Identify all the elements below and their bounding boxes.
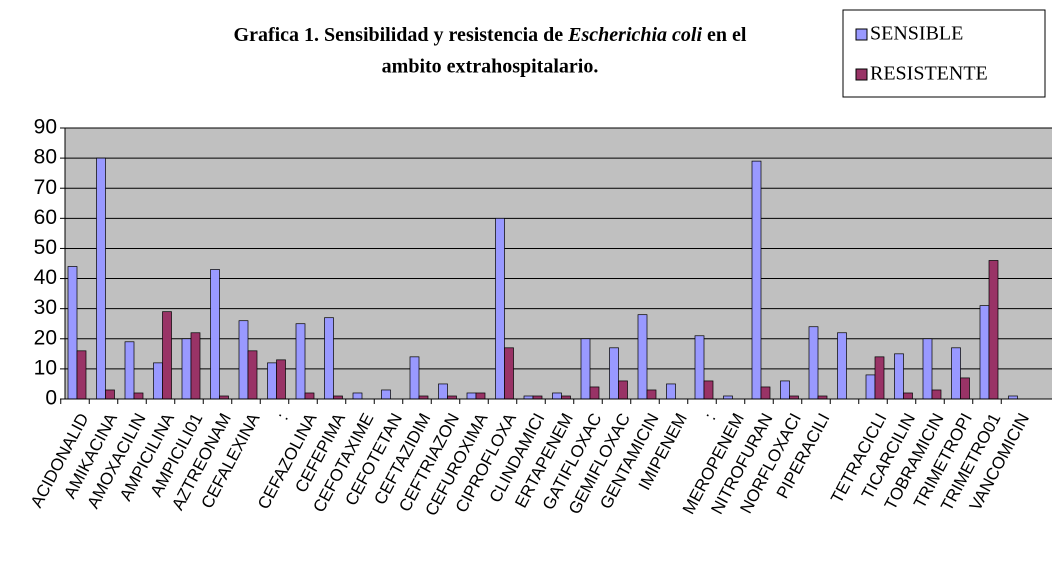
bar (181, 338, 192, 400)
bar (646, 389, 657, 400)
bar (162, 311, 172, 400)
y-tick-label: 80 (34, 146, 57, 169)
bar (466, 392, 477, 400)
bar (96, 157, 106, 400)
bar (988, 260, 999, 400)
bar (304, 392, 315, 400)
bar (618, 380, 628, 400)
bar (666, 383, 676, 400)
chart-title: ambito extrahospitalario. (382, 56, 599, 78)
bar (931, 389, 942, 400)
bar (865, 374, 876, 400)
bar (589, 386, 600, 400)
y-tick-label: 50 (34, 236, 57, 259)
title-part: Grafica 1. Sensibilidad y resistencia de (234, 24, 569, 46)
bar (76, 350, 87, 400)
bar (751, 160, 762, 400)
bar (703, 380, 714, 400)
bar (295, 323, 306, 400)
legend-label: SENSIBLE (870, 23, 963, 45)
bar (124, 341, 135, 400)
legend-swatch (855, 68, 868, 81)
bar (837, 332, 847, 400)
bar (760, 386, 771, 400)
bar (951, 347, 961, 400)
plot-area (65, 128, 1052, 399)
bar (133, 392, 144, 400)
bar (580, 338, 591, 400)
bar (153, 362, 163, 400)
y-tick-label: 70 (34, 176, 57, 199)
bar (352, 392, 363, 400)
bar (324, 317, 334, 400)
legend-label: RESISTENTE (870, 63, 988, 85)
bar (495, 217, 505, 400)
bar (238, 320, 249, 400)
bar (979, 305, 990, 400)
y-tick-label: 10 (34, 356, 57, 379)
bar (894, 353, 904, 400)
bar (438, 383, 448, 400)
bar (276, 359, 286, 400)
legend-swatch (855, 28, 868, 41)
y-tick-label: 0 (45, 387, 57, 410)
bar (903, 392, 913, 400)
title-part: en el (702, 24, 747, 46)
bar (922, 338, 933, 400)
x-tick-label: : (273, 410, 292, 423)
y-tick-label: 90 (34, 116, 57, 139)
bar (874, 356, 885, 400)
bar (190, 332, 201, 400)
bar (67, 266, 78, 400)
y-tick-label: 60 (34, 206, 57, 229)
bar (210, 269, 220, 400)
y-tick-label: 30 (34, 296, 57, 319)
bar (552, 392, 562, 400)
legend-box (842, 9, 1046, 98)
bar (694, 335, 705, 400)
bar (267, 362, 277, 400)
bar (808, 326, 819, 400)
y-tick-label: 20 (34, 326, 57, 349)
bar (780, 380, 790, 400)
bar (409, 356, 420, 400)
bar (247, 350, 258, 400)
bar (105, 389, 115, 400)
bar (960, 377, 970, 400)
y-tick-label: 40 (34, 266, 57, 289)
chart-title: Grafica 1. Sensibilidad y resistencia de… (234, 24, 747, 46)
title-part: Escherichia coli (567, 24, 702, 46)
bar (475, 392, 486, 400)
x-tick-label: : (700, 410, 719, 423)
bar (504, 347, 514, 400)
bar (637, 314, 648, 400)
bar (381, 389, 391, 400)
bar (609, 347, 619, 400)
